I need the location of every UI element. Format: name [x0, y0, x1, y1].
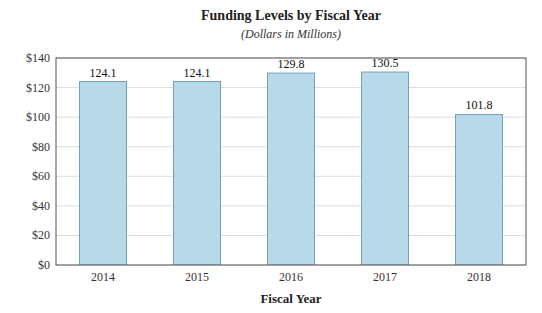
- y-tick-label: $120: [26, 81, 50, 95]
- chart-container: Funding Levels by Fiscal Year (Dollars in…: [0, 0, 542, 313]
- data-label: 129.8: [278, 57, 305, 71]
- y-tick-label: $0: [38, 258, 50, 272]
- chart-svg: Funding Levels by Fiscal Year (Dollars in…: [0, 0, 542, 313]
- y-tick-label: $80: [32, 140, 50, 154]
- subtitle: (Dollars in Millions): [241, 27, 341, 41]
- grid: [56, 58, 526, 265]
- x-tick-label: 2017: [373, 270, 397, 284]
- y-tick-label: $40: [32, 199, 50, 213]
- x-tick-label: 2014: [91, 270, 115, 284]
- x-tick-label: 2016: [279, 270, 303, 284]
- bars: [80, 72, 503, 265]
- plot-frame: [56, 58, 526, 265]
- y-tick-label: $140: [26, 51, 50, 65]
- y-tick-label: $60: [32, 169, 50, 183]
- bar: [174, 82, 221, 265]
- y-tick-label: $100: [26, 110, 50, 124]
- title: Funding Levels by Fiscal Year: [201, 8, 381, 23]
- data-label: 101.8: [466, 98, 493, 112]
- data-label: 124.1: [90, 66, 117, 80]
- y-tick-label: $20: [32, 228, 50, 242]
- x-tick-label: 2018: [467, 270, 491, 284]
- bar: [456, 114, 503, 265]
- x-axis-label: Fiscal Year: [260, 291, 321, 306]
- data-label: 124.1: [184, 66, 211, 80]
- x-tick-label: 2015: [185, 270, 209, 284]
- bar: [362, 72, 409, 265]
- bar: [268, 73, 315, 265]
- bar: [80, 82, 127, 265]
